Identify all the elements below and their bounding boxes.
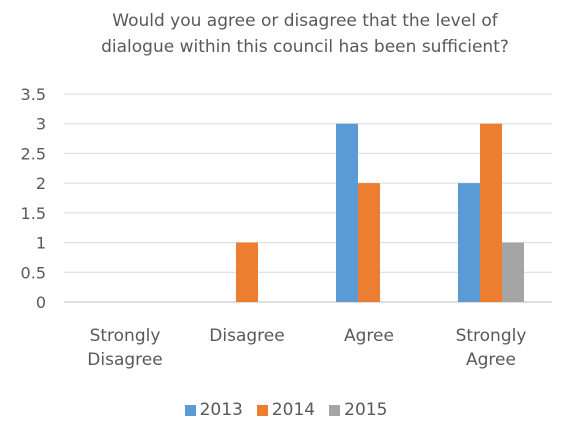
y-tick-label: 2.5 [21, 144, 46, 163]
legend-swatch [329, 404, 341, 416]
bar-2013 [336, 123, 358, 302]
chart-title-line-2: dialogue within this council has been su… [101, 37, 509, 57]
chart-title: Would you agree or disagree that the lev… [60, 8, 550, 60]
y-tick-label: 3 [36, 115, 46, 134]
legend: 2013 2014 2015 [0, 400, 572, 420]
legend-swatch [184, 404, 196, 416]
x-tick-label: Strongly [456, 326, 527, 346]
x-tick-label: Disagree [87, 350, 162, 370]
bar-2015 [502, 242, 524, 302]
y-tick-label: 2 [36, 174, 46, 193]
legend-swatch [256, 404, 268, 416]
y-tick-label: 0.5 [21, 263, 46, 282]
legend-item: 2015 [329, 400, 387, 420]
chart-title-line-1: Would you agree or disagree that the lev… [112, 11, 498, 31]
bar-2013 [458, 183, 480, 302]
x-tick-label: Disagree [209, 326, 284, 346]
x-tick-label: Agree [344, 326, 394, 346]
y-tick-label: 1.5 [21, 204, 46, 223]
y-tick-label: 0 [36, 293, 46, 312]
bar-2014 [358, 183, 380, 302]
legend-label: 2013 [199, 400, 243, 420]
y-tick-label: 1 [36, 234, 46, 253]
x-tick-label: Strongly [90, 326, 161, 346]
legend-item: 2014 [256, 400, 316, 420]
bar-2014 [236, 242, 258, 302]
x-tick-label: Agree [466, 350, 516, 370]
y-tick-label: 3.5 [21, 85, 46, 104]
legend-label: 2015 [344, 400, 388, 420]
bar-2014 [480, 123, 502, 302]
legend-item: 2013 [184, 400, 243, 420]
legend-label: 2014 [271, 400, 316, 420]
